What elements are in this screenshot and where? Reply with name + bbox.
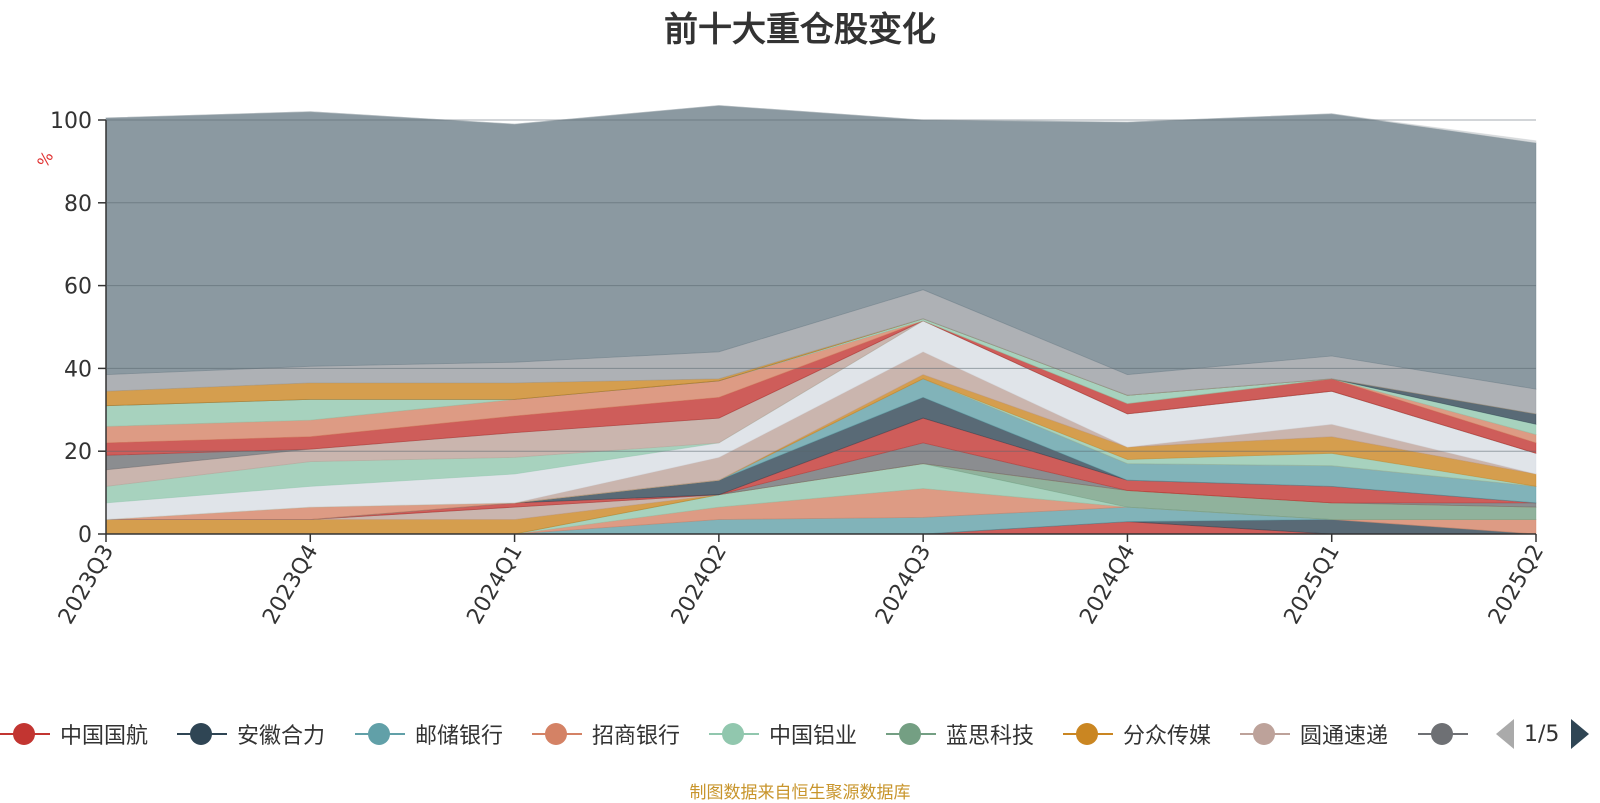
- x-tick-label: 2024Q2: [667, 541, 732, 629]
- legend-label: 中国铝业: [769, 724, 858, 749]
- x-tick-label: 2024Q3: [871, 541, 936, 629]
- x-tick-label: 2024Q4: [1075, 541, 1140, 629]
- data-source-note: 制图数据来自恒生聚源数据库: [689, 783, 911, 803]
- x-tick-label: 2024Q1: [462, 541, 527, 629]
- y-tick-label: 0: [78, 523, 92, 548]
- y-tick-label: 40: [64, 357, 92, 382]
- legend-label: 招商银行: [592, 724, 681, 749]
- legend-symbol-icon: [1063, 722, 1113, 746]
- legend-symbol-icon: [1418, 722, 1468, 746]
- legend-symbol-icon: [0, 722, 50, 746]
- legend-label: 圆通速递: [1300, 724, 1389, 749]
- y-tick-label: 20: [64, 440, 92, 465]
- legend-label: 中国国航: [60, 724, 149, 749]
- grid-lines: [106, 119, 1536, 452]
- legend-label: 安徽合力: [237, 724, 326, 749]
- legend-item[interactable]: 分众传媒: [1063, 712, 1211, 756]
- y-tick-label: 100: [50, 109, 92, 134]
- legend-label: 蓝思科技: [946, 724, 1035, 749]
- legend-label: 分众传媒: [1123, 724, 1212, 749]
- legend-symbol-icon: [355, 722, 405, 746]
- legend: 中国国航 安徽合力 邮储银行 招商银行 中国铝业 蓝思科技 分众传媒 圆通速递: [0, 712, 1480, 756]
- chart-title: 前十大重仓股变化: [664, 10, 936, 50]
- legend-item[interactable]: 中国国航: [0, 712, 148, 756]
- legend-item[interactable]: 邮储银行: [355, 712, 503, 756]
- x-tick-label: 2025Q2: [1484, 541, 1549, 629]
- legend-prev-arrow-icon[interactable]: [1496, 719, 1514, 749]
- x-tick-label: 2023Q3: [54, 541, 119, 629]
- legend-item[interactable]: 招商银行: [532, 712, 680, 756]
- legend-symbol-icon: [532, 722, 582, 746]
- legend-symbol-icon: [1240, 722, 1290, 746]
- legend-symbol-icon: [886, 722, 936, 746]
- legend-item[interactable]: 圆通速递: [1240, 712, 1388, 756]
- x-tick-label: 2023Q4: [258, 541, 323, 629]
- legend-symbol-icon: [177, 722, 227, 746]
- series-areas: [105, 105, 1537, 535]
- area-chart: 0 20 40 60 80 100% 2023Q3 2023Q4 2024Q1 2024Q2 202…: [33, 105, 1549, 629]
- series-area-27: [105, 105, 1537, 144]
- legend-item[interactable]: 中国铝业: [709, 712, 857, 756]
- y-tick-label: 80: [64, 192, 92, 217]
- legend-pager: 1/5: [1496, 714, 1590, 754]
- legend-next-arrow-icon[interactable]: [1571, 719, 1590, 749]
- legend-item[interactable]: 安徽合力: [177, 712, 325, 756]
- y-axis-unit-label: %: [33, 148, 57, 171]
- legend-label: 邮储银行: [415, 724, 504, 749]
- legend-symbol-icon: [709, 722, 759, 746]
- legend-item[interactable]: 蓝思科技: [886, 712, 1034, 756]
- legend-item-clipped[interactable]: [1418, 712, 1478, 756]
- y-tick-label: 60: [64, 275, 92, 300]
- x-tick-label: 2025Q1: [1280, 541, 1345, 629]
- legend-page-indicator: 1/5: [1524, 721, 1560, 747]
